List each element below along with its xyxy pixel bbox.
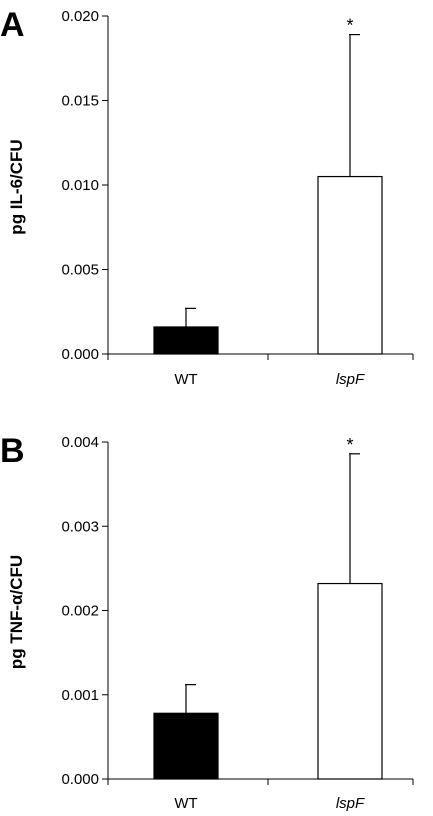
panel-a: Apg IL-6/CFU WT * lspF 0.000 0.005 0.010 0.015 0… [0,6,414,388]
y-tick-label: 0.000 [61,346,99,363]
panel-letter: B [0,432,25,470]
x-tick-label: lspF [336,795,365,812]
x-tick-label: WT [174,371,197,388]
y-axis-label: pg TNF-α/CFU [7,555,26,669]
panel-letter: A [0,6,25,44]
y-tick-label: 0.015 [61,93,99,110]
y-tick-label: 0.003 [61,518,99,535]
bar-wt [153,712,219,780]
y-tick-label: 0.020 [61,8,99,25]
x-tick-label: lspF [336,371,365,388]
significance-marker: * [346,435,353,455]
y-axis-label: pg IL-6/CFU [7,139,26,234]
y-tick-label: 0.005 [61,262,99,279]
y-tick-label: 0.010 [61,177,99,194]
bar-wt [153,326,219,355]
y-tick-label: 0.002 [61,603,99,620]
significance-marker: * [346,16,353,36]
y-tick-label: 0.000 [61,771,99,788]
x-tick-label: WT [174,795,197,812]
bar-lspf [317,175,383,355]
panel-b: Bpg TNF-α/CFU WT * lspF 0.000 0.001 0.002 0.003… [0,432,414,812]
bar-lspf [317,582,383,780]
y-tick-label: 0.004 [61,434,99,451]
y-tick-label: 0.001 [61,687,99,704]
